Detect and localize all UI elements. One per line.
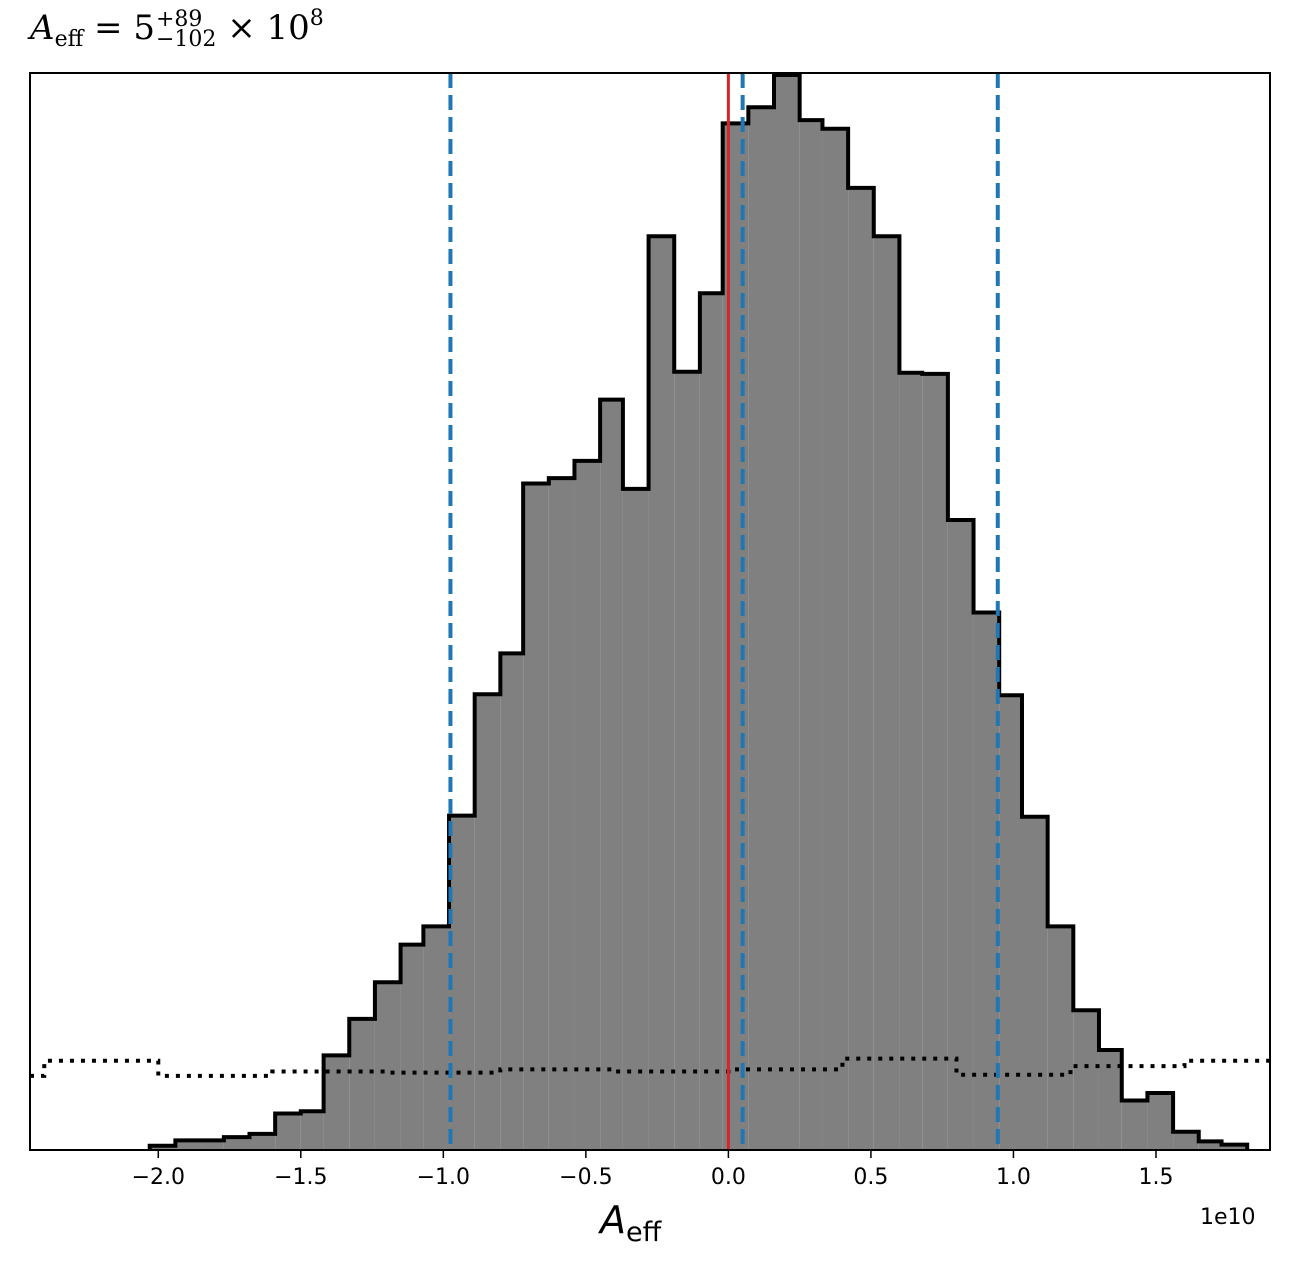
- x-axis-label-symbol: A: [600, 1198, 626, 1242]
- histogram-bar: [748, 107, 774, 1150]
- x-axis: −2.0 −1.5 −1.0 −0.5 0.0 0.5 1.0 1.5: [132, 1150, 1173, 1190]
- histogram-bar: [674, 371, 700, 1150]
- histogram-bar: [622, 488, 649, 1150]
- histogram-bar: [999, 695, 1022, 1150]
- histogram-bar: [899, 372, 923, 1150]
- title-equals: = 5: [94, 8, 155, 48]
- histogram-bar: [1121, 1100, 1148, 1150]
- histogram-bar: [474, 694, 501, 1150]
- histogram-bar: [1073, 1010, 1099, 1150]
- histogram-bar: [574, 460, 601, 1150]
- histogram-bar: [1221, 1144, 1248, 1150]
- x-tick-label: −1.0: [417, 1165, 470, 1190]
- histogram-bar: [275, 1113, 301, 1150]
- histogram-bar: [600, 399, 623, 1150]
- x-tick-label: −2.0: [132, 1165, 185, 1190]
- histogram-bar: [201, 1140, 224, 1150]
- x-tick-label: −1.5: [274, 1165, 327, 1190]
- histogram-bar: [822, 128, 849, 1150]
- x-axis-label: Aeff: [600, 1198, 661, 1248]
- histogram-bar: [374, 982, 401, 1150]
- title-exponent: 8: [309, 6, 324, 31]
- histogram-bar: [400, 944, 424, 1150]
- histogram-bar: [423, 926, 450, 1150]
- histogram-bar: [1198, 1141, 1222, 1150]
- histogram-bar: [848, 187, 874, 1150]
- x-tick-label: 0.5: [853, 1165, 888, 1190]
- histogram-bar: [973, 612, 1000, 1150]
- histogram-bar: [149, 1145, 176, 1150]
- histogram-bar: [699, 293, 723, 1150]
- x-tick-label: 0.0: [711, 1165, 746, 1190]
- histogram-bar: [175, 1140, 202, 1150]
- histogram-bar: [349, 1018, 375, 1150]
- histogram-bar: [523, 483, 549, 1150]
- histogram-bar: [922, 373, 948, 1150]
- chart-title: Aeff = 5 +89 −102 × 108: [30, 6, 324, 52]
- title-symbol-subscript: eff: [54, 27, 84, 52]
- histogram-bar: [774, 75, 800, 1150]
- histogram-bar: [449, 815, 475, 1150]
- prior-dotted-line: [30, 1056, 1270, 1078]
- axes-frame: [29, 72, 1271, 1151]
- histogram-bar: [223, 1137, 250, 1150]
- title-symbol: A: [30, 8, 55, 48]
- x-axis-label-subscript: eff: [626, 1217, 662, 1248]
- histogram-bar: [648, 236, 675, 1150]
- histogram-bar: [300, 1111, 324, 1150]
- histogram-bar: [1173, 1131, 1199, 1150]
- histogram-bar: [1047, 926, 1074, 1150]
- histogram-bar: [1022, 816, 1048, 1150]
- title-error-bounds: +89 −102: [155, 7, 217, 52]
- histogram-outline: [147, 73, 1250, 1150]
- title-multiplier: × 10: [227, 8, 310, 48]
- histogram-bar: [1098, 1050, 1122, 1150]
- x-tick-label: 1.5: [1138, 1165, 1173, 1190]
- plot-area: [30, 73, 1270, 1150]
- x-tick-label: −0.5: [559, 1165, 612, 1190]
- title-upper-error: +89: [155, 7, 203, 32]
- x-tick-label: 1.0: [996, 1165, 1031, 1190]
- x-axis-offset-label: 1e10: [1200, 1205, 1256, 1230]
- histogram-bar: [873, 236, 900, 1150]
- histogram-bar: [548, 478, 575, 1150]
- histogram-bar: [1147, 1093, 1174, 1150]
- title-lower-error: −102: [155, 27, 217, 52]
- histogram-bar: [249, 1133, 276, 1150]
- histogram-bar: [947, 520, 974, 1150]
- histogram-bar: [799, 120, 823, 1150]
- histogram-bar: [500, 653, 524, 1150]
